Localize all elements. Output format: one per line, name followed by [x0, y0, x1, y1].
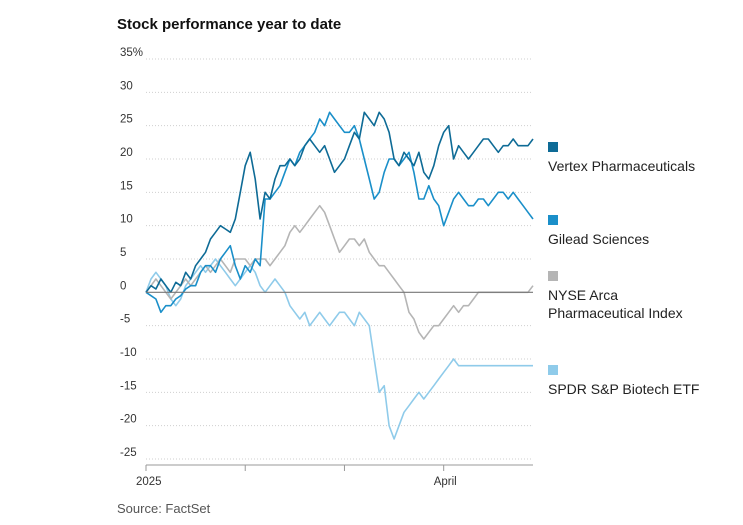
series-line-spdr-s-p-biotech-etf [145, 258, 533, 440]
chart-title: Stock performance year to date [117, 16, 342, 33]
legend-swatch-spdr [548, 365, 558, 375]
y-tick-label: -5 [120, 314, 130, 326]
x-tick-label: April [434, 476, 457, 488]
y-tick-label: 0 [120, 280, 126, 292]
legend-swatch-vertex [548, 142, 558, 152]
y-tick-label: 35% [120, 47, 143, 59]
series-line-nyse-arca-pharmaceutical-index [145, 204, 534, 340]
x-tick-label: 2025 [136, 476, 162, 488]
legend-label-spdr: SPDR S&P Biotech ETF [548, 381, 700, 397]
y-tick-label: 10 [120, 214, 133, 226]
legend-item-vertex: Vertex Pharmaceuticals [548, 135, 743, 175]
y-tick-label: -25 [120, 447, 137, 459]
legend-label-nyse-arca-line1: NYSE Arca [548, 287, 619, 303]
series-line-gilead-sciences [145, 111, 534, 314]
legend-item-spdr: SPDR S&P Biotech ETF [548, 358, 743, 398]
legend-item-nyse-arca: NYSE Arca Pharmaceutical Index [548, 264, 743, 322]
series-line-vertex-pharmaceuticals [145, 111, 534, 294]
y-tick-label: -10 [120, 347, 137, 359]
legend-swatch-gilead [548, 215, 558, 225]
y-tick-label: 20 [120, 147, 133, 159]
y-tick-label: 5 [120, 247, 126, 259]
legend-label-vertex: Vertex Pharmaceuticals [548, 158, 696, 174]
legend-swatch-nyse-arca [548, 271, 558, 281]
y-tick-label: 30 [120, 80, 133, 92]
source-note: Source: FactSet [117, 501, 211, 516]
y-tick-label: 15 [120, 180, 133, 192]
legend-item-gilead: Gilead Sciences [548, 208, 743, 248]
y-tick-label: 25 [120, 114, 133, 126]
legend-label-gilead: Gilead Sciences [548, 231, 650, 247]
y-tick-label: -20 [120, 414, 137, 426]
y-tick-label: -15 [120, 380, 137, 392]
legend-label-nyse-arca-line2: Pharmaceutical Index [548, 305, 683, 321]
